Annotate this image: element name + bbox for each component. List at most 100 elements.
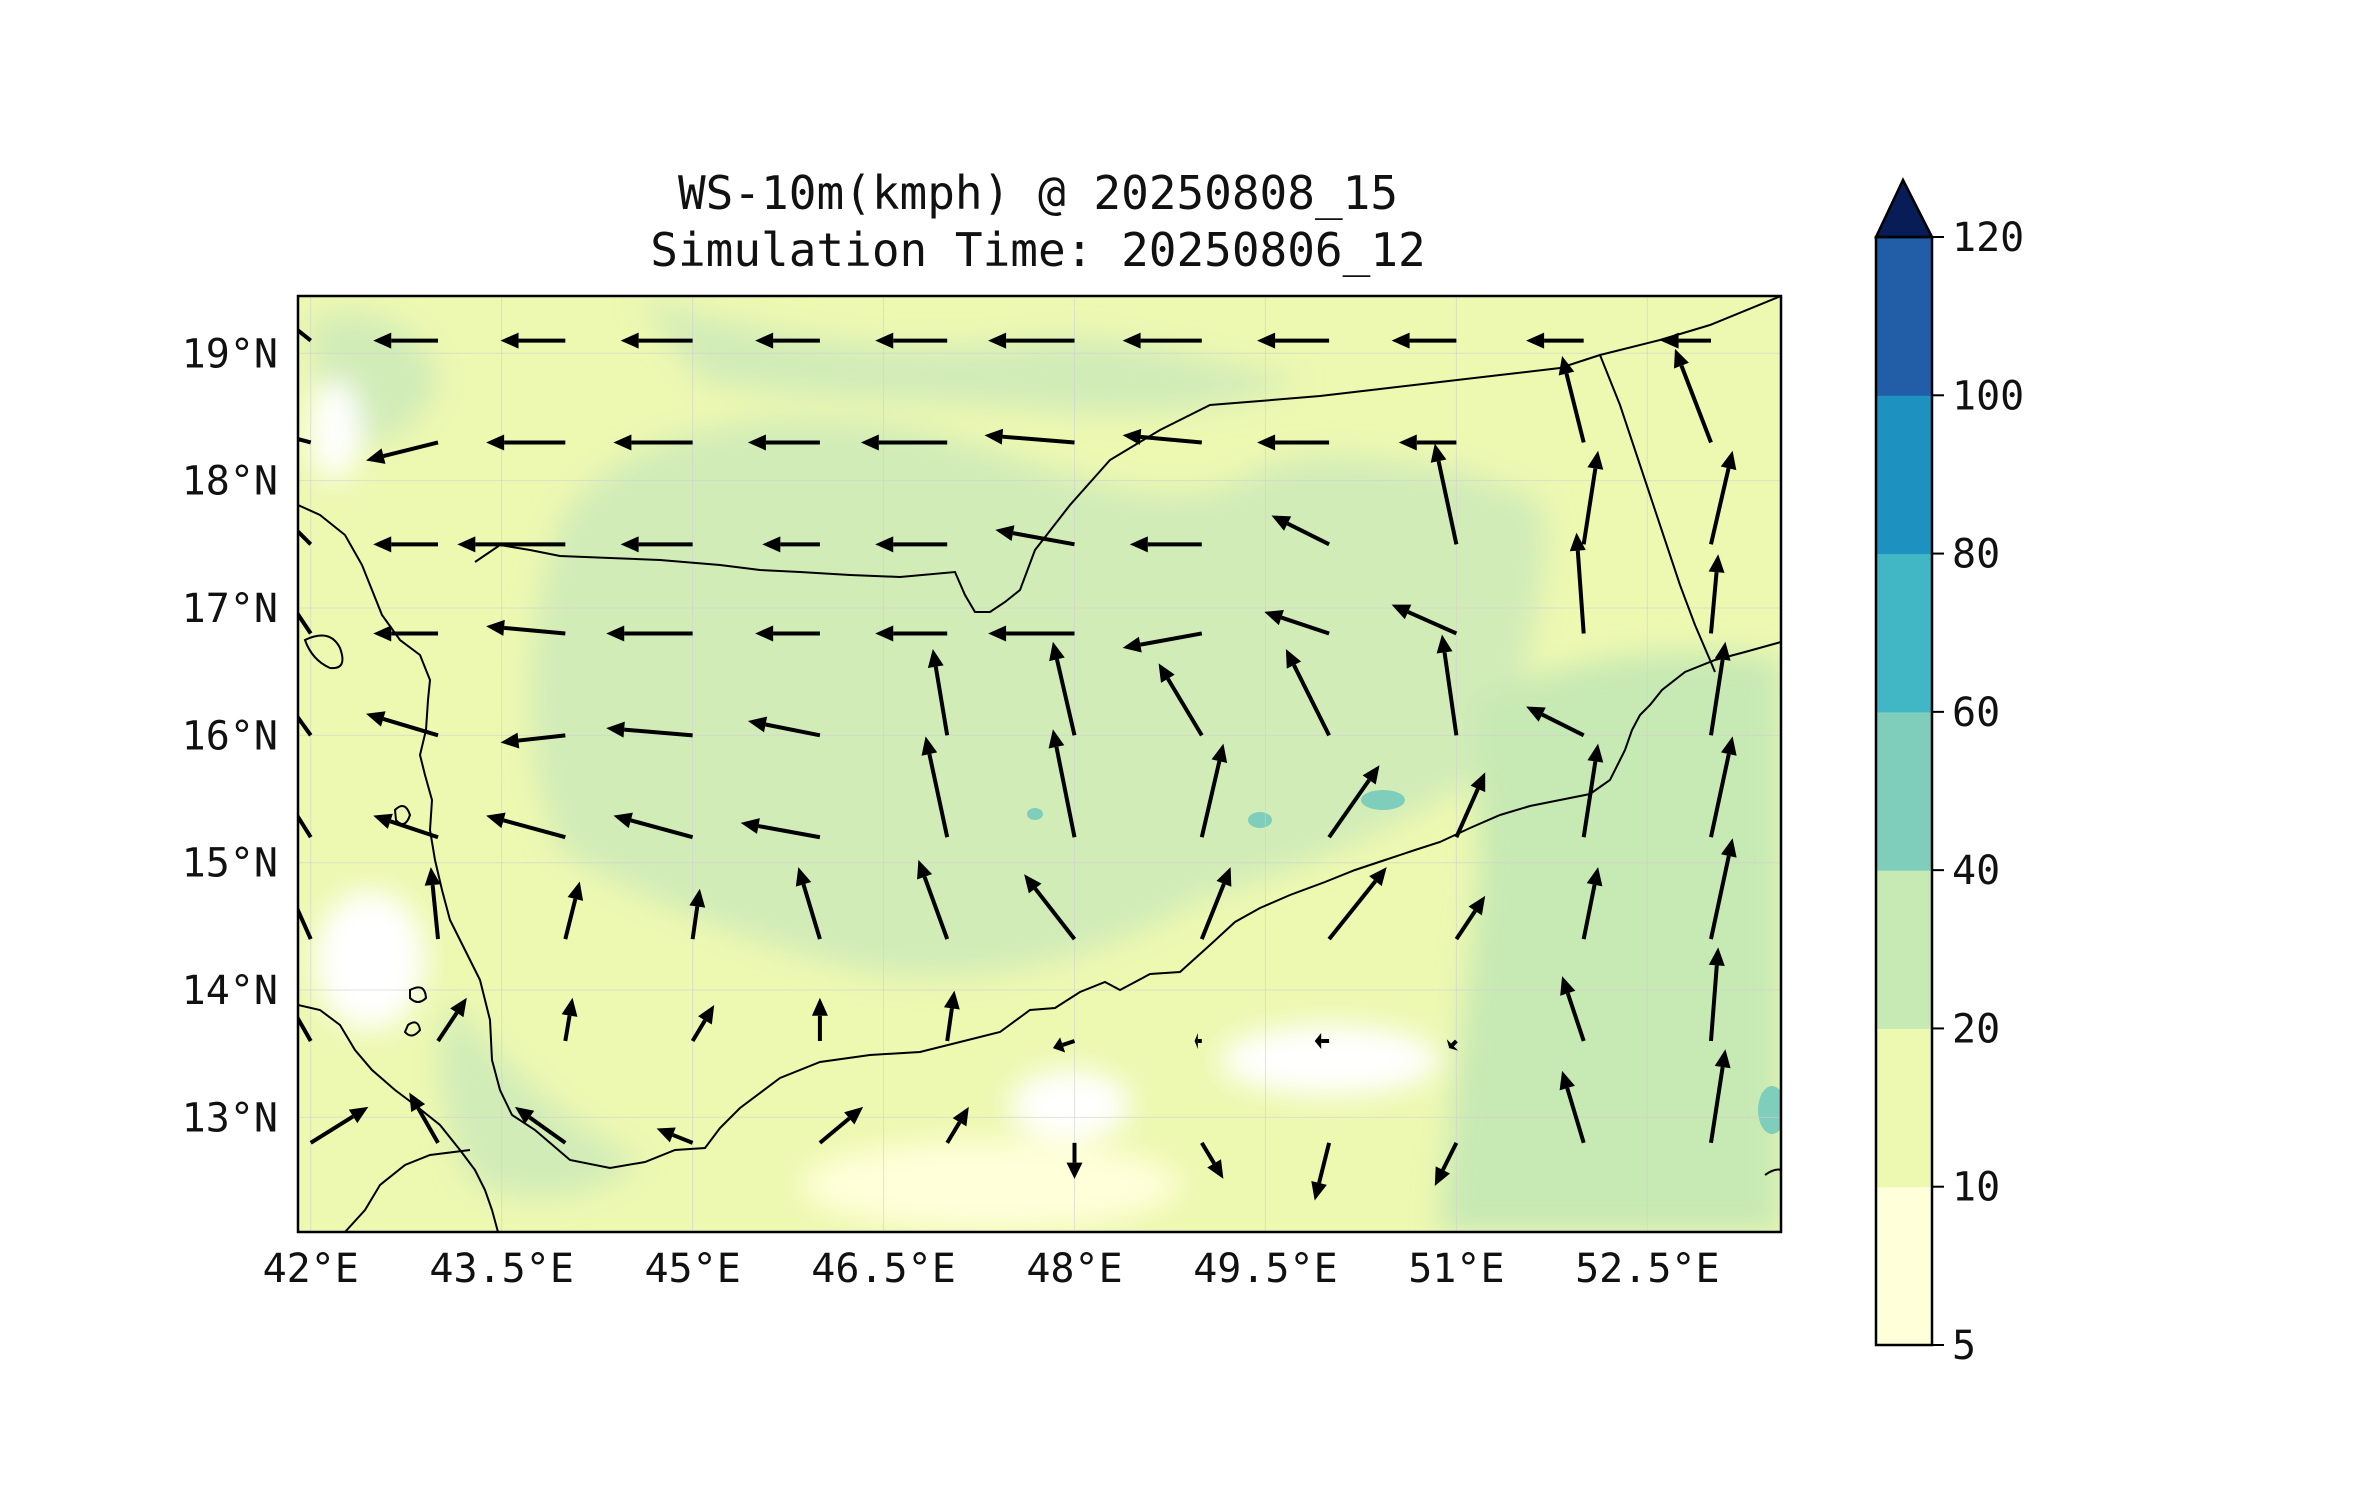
coastal-light-wind-band <box>800 1140 1180 1230</box>
wind-arrow <box>366 711 439 738</box>
colorbar: 5 10 20 40 60 80 100 120 <box>1874 177 2024 1369</box>
wind-arrow <box>927 648 950 736</box>
wind-arrow <box>875 536 948 553</box>
yemen-oman-border <box>1599 354 1716 673</box>
wind-arrow <box>1559 1070 1586 1144</box>
wind-arrow <box>1581 867 1603 940</box>
wind-arrow <box>875 332 948 349</box>
wind-arrow <box>373 536 439 553</box>
wind-arrow <box>500 732 566 749</box>
wind-arrow <box>373 332 439 349</box>
y-tick-label: 19°N <box>182 331 278 377</box>
x-tick-label: 46.5°E <box>811 1246 956 1292</box>
colorbar-tick-label: 40 <box>1952 848 2000 894</box>
wind-arrow <box>1311 1142 1332 1201</box>
interior-moderate-wind-area <box>530 418 1546 977</box>
wind-arrow <box>1049 641 1077 736</box>
wind-arrow <box>366 440 439 464</box>
y-tick-label: 13°N <box>182 1095 278 1141</box>
wind-arrow <box>1122 631 1203 653</box>
coastlines-and-borders <box>298 296 1781 1232</box>
wind-arrow <box>1194 1032 1202 1049</box>
wind-arrow <box>740 818 821 840</box>
wind-arrow <box>690 1004 715 1043</box>
eastern-moderate-wind-area <box>1440 652 1781 1232</box>
field-blobs <box>309 300 1781 1232</box>
colorbar-ticks: 5 10 20 40 60 80 100 120 <box>1932 215 2024 1369</box>
wind-arrow <box>409 1092 440 1144</box>
northern-moderate-wind-area <box>640 300 1300 414</box>
wind-arrow <box>298 327 312 343</box>
wind-arrow <box>1560 976 1586 1042</box>
wind-arrow <box>1526 706 1585 738</box>
colorbar-band <box>1876 395 1932 555</box>
wind-arrow <box>943 990 960 1042</box>
red-sea-island <box>409 986 428 1003</box>
wind-arrow <box>1581 450 1604 545</box>
wind-arrow <box>1709 641 1731 736</box>
colorbar-band <box>1876 1186 1932 1346</box>
wind-arrow <box>606 721 693 738</box>
wind-arrow <box>1434 1141 1459 1187</box>
wind-arrow <box>917 859 950 940</box>
southwest-moderate-wind-area <box>439 1000 640 1198</box>
wind-arrow <box>1708 554 1725 634</box>
wind-arrow <box>1454 895 1486 941</box>
wind-arrow <box>811 997 828 1041</box>
wind-arrow <box>1709 838 1737 940</box>
wind-arrow <box>1257 332 1330 349</box>
wind-arrow <box>1454 772 1486 839</box>
colorbar-band <box>1876 1028 1932 1188</box>
wind-arrow <box>656 1127 694 1145</box>
red-sea-island <box>303 634 344 670</box>
colorbar-band <box>1876 553 1932 713</box>
colorbar-tick-label: 100 <box>1952 373 2024 419</box>
colorbar-tick-label: 80 <box>1952 532 2000 578</box>
wind-arrow <box>1122 332 1202 349</box>
wind-arrow <box>689 888 706 940</box>
wind-arrow <box>486 619 566 636</box>
x-tick-label: 42°E <box>263 1246 359 1292</box>
wind-arrow <box>298 905 313 940</box>
colorbar-band <box>1876 237 1932 396</box>
colorbar-tick-label: 60 <box>1952 690 2000 736</box>
wind-arrow <box>298 714 313 737</box>
title-line-2: Simulation Time: 20250806_12 <box>650 223 1425 277</box>
y-tick-label: 17°N <box>182 586 278 632</box>
wind-arrow <box>1660 332 1711 349</box>
strong-wind-patches <box>1027 790 1781 1134</box>
wind-arrow <box>486 434 566 451</box>
wind-arrow <box>875 625 948 642</box>
x-tick-label: 43.5°E <box>429 1246 574 1292</box>
wind-arrow <box>988 332 1075 349</box>
wind-arrow <box>457 536 566 553</box>
wind-arrow <box>984 428 1075 445</box>
wind-arrow <box>298 813 313 839</box>
colorbar-extend-arrow <box>1874 177 1935 239</box>
wind-arrow <box>620 536 693 553</box>
wind-arrow <box>1122 428 1202 445</box>
strong-wind-patch <box>1248 812 1272 828</box>
wind-vectors <box>298 327 1737 1201</box>
wind-arrow <box>795 867 822 940</box>
wind-arrow <box>1327 867 1387 941</box>
map-frame <box>296 294 1783 1234</box>
strong-wind-patch <box>1758 1086 1781 1134</box>
wind-arrow <box>1271 515 1330 547</box>
colorbar-tick-label: 20 <box>1952 1006 2000 1052</box>
wind-arrow <box>1285 648 1331 737</box>
wind-arrow <box>373 813 439 840</box>
colorbar-tick-label: 120 <box>1952 215 2024 261</box>
wind-arrow <box>1158 663 1204 737</box>
wind-arrow <box>1436 634 1459 736</box>
wind-arrow <box>1052 1037 1076 1053</box>
wind-arrow <box>514 1106 567 1145</box>
wind-arrow <box>1569 532 1586 634</box>
wind-arrow <box>486 812 566 840</box>
x-tick-label: 51°E <box>1408 1246 1504 1292</box>
wind-arrow <box>747 716 821 738</box>
strong-wind-patch <box>1361 790 1405 810</box>
x-tick-label: 52.5°E <box>1575 1246 1720 1292</box>
x-tick-label: 48°E <box>1026 1246 1122 1292</box>
wind-arrow <box>1199 743 1228 838</box>
